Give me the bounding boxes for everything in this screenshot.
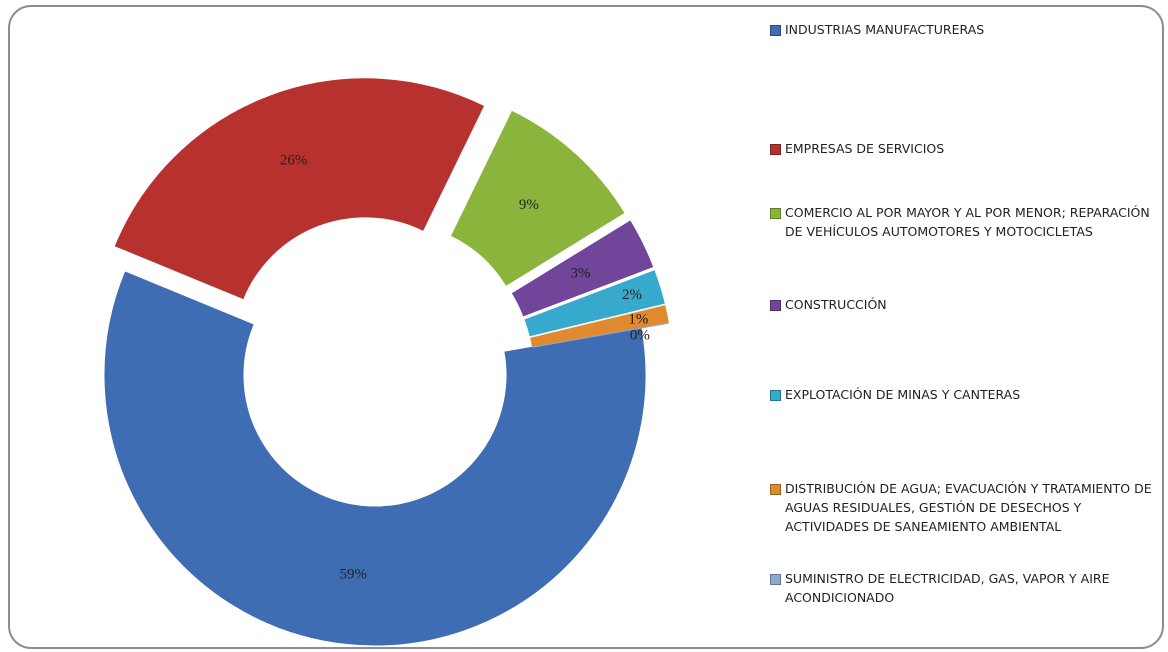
legend-item: COMERCIO AL POR MAYOR Y AL POR MENOR; RE… (770, 203, 1160, 241)
legend-item: EMPRESAS DE SERVICIOS (770, 139, 1160, 158)
donut-slice (114, 78, 485, 300)
legend-label: SUMINISTRO DE ELECTRICIDAD, GAS, VAPOR Y… (785, 571, 1110, 605)
legend-item: SUMINISTRO DE ELECTRICIDAD, GAS, VAPOR Y… (770, 569, 1160, 607)
legend-label: COMERCIO AL POR MAYOR Y AL POR MENOR; RE… (785, 205, 1150, 239)
legend-swatch (770, 300, 781, 311)
data-label: 0% (630, 328, 650, 344)
legend-label: DISTRIBUCIÓN DE AGUA; EVACUACIÓN Y TRATA… (785, 481, 1152, 534)
donut-slice (532, 322, 669, 348)
legend-item: INDUSTRIAS MANUFACTURERAS (770, 20, 1160, 39)
legend-swatch (770, 390, 781, 401)
legend-label: INDUSTRIAS MANUFACTURERAS (785, 22, 985, 37)
legend-item: EXPLOTACIÓN DE MINAS Y CANTERAS (770, 385, 1160, 404)
data-label: 26% (280, 152, 308, 168)
legend-swatch (770, 144, 781, 155)
legend-label: EXPLOTACIÓN DE MINAS Y CANTERAS (785, 387, 1021, 402)
donut-slice (451, 110, 625, 286)
donut-slice (530, 305, 669, 347)
legend-label: CONSTRUCCIÓN (785, 297, 887, 312)
legend-swatch (770, 484, 781, 495)
data-label: 3% (570, 265, 590, 281)
data-label: 1% (628, 311, 648, 327)
legend-swatch (770, 25, 781, 36)
donut-slice (524, 270, 665, 337)
legend-item: DISTRIBUCIÓN DE AGUA; EVACUACIÓN Y TRATA… (770, 479, 1160, 536)
legend-item: CONSTRUCCIÓN (770, 295, 1160, 314)
data-label: 59% (340, 566, 368, 582)
legend-swatch (770, 208, 781, 219)
legend-swatch (770, 574, 781, 585)
data-label: 2% (622, 287, 642, 303)
donut-slice (511, 220, 654, 317)
legend-label: EMPRESAS DE SERVICIOS (785, 141, 945, 156)
donut-slice (104, 271, 646, 646)
data-label: 9% (519, 197, 539, 213)
